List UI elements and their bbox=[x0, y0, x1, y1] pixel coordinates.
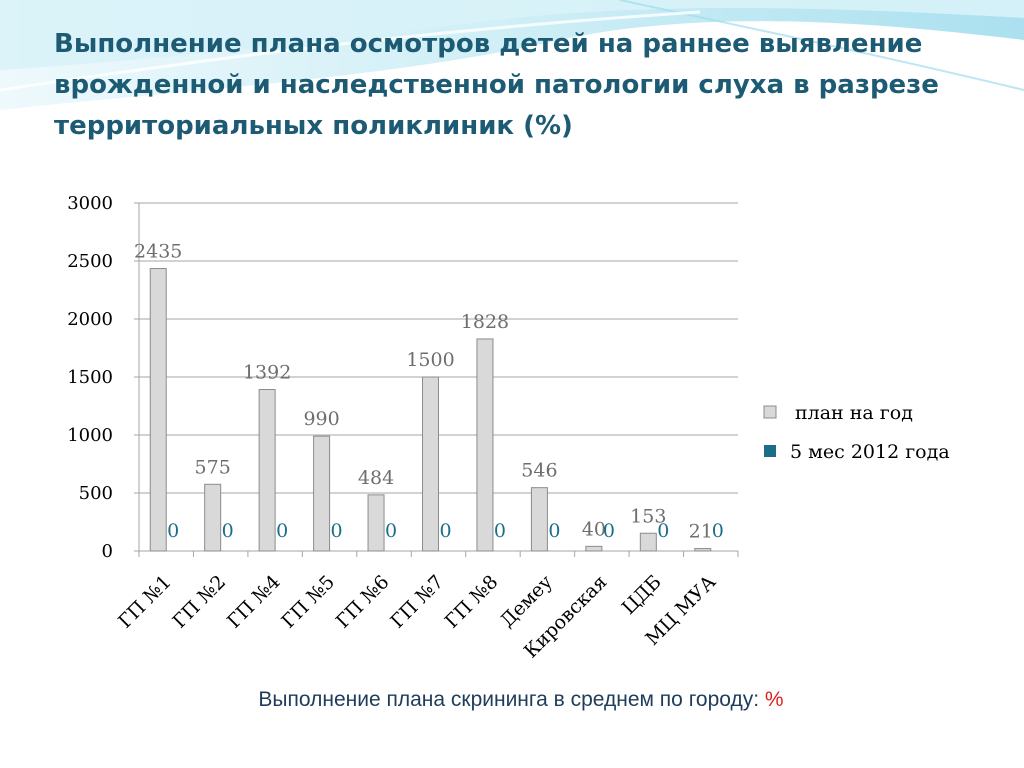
data-label-5-mes: 0 bbox=[548, 520, 560, 542]
x-category-label: ГП №5 bbox=[277, 571, 339, 633]
x-category-label: ГП №1 bbox=[114, 571, 176, 633]
data-label-plan: 484 bbox=[358, 467, 394, 489]
bar-plan-na-god bbox=[422, 376, 439, 552]
y-tick-label: 500 bbox=[79, 483, 113, 504]
data-label-plan: 1500 bbox=[406, 349, 454, 371]
bar-plan-na-god bbox=[204, 483, 222, 552]
x-category-label: ГП №4 bbox=[223, 571, 285, 633]
x-category-label: ГП №2 bbox=[169, 571, 231, 633]
data-label-5-mes: 0 bbox=[603, 520, 615, 542]
y-tick-label: 3000 bbox=[67, 193, 113, 214]
data-label-plan: 546 bbox=[521, 460, 557, 482]
screening-summary-value: % bbox=[764, 688, 784, 711]
legend-swatch-5-mes bbox=[764, 445, 776, 457]
screening-summary-text: Выполнение плана скрининга в среднем по … bbox=[258, 688, 765, 711]
data-label-plan: 1828 bbox=[461, 311, 509, 333]
data-label-plan: 1392 bbox=[243, 362, 291, 384]
legend-swatch-plan bbox=[763, 405, 777, 419]
legend-label-plan: план на год bbox=[795, 402, 913, 424]
x-category-label: ГП №8 bbox=[441, 571, 503, 633]
legend-label-5-mes: 5 мес 2012 года bbox=[790, 441, 950, 463]
data-label-plan: 990 bbox=[303, 408, 339, 430]
data-label-5-mes: 0 bbox=[657, 520, 669, 542]
x-category-label: ГП №6 bbox=[332, 571, 394, 633]
header-wave-decoration bbox=[0, 0, 1024, 110]
data-label-5-mes: 0 bbox=[331, 520, 343, 542]
bar-plan-na-god bbox=[313, 435, 331, 552]
data-label-plan: 575 bbox=[195, 456, 231, 478]
data-label-5-mes: 0 bbox=[167, 520, 179, 542]
bar-plan-na-god bbox=[585, 545, 603, 552]
y-tick-label: 1500 bbox=[67, 367, 113, 388]
bar-plan-na-god bbox=[639, 532, 657, 552]
data-label-plan: 40 bbox=[582, 518, 606, 540]
x-category-label: ЦДБ bbox=[618, 571, 666, 619]
data-label-5-mes: 0 bbox=[712, 520, 724, 542]
y-tick-label: 1000 bbox=[67, 425, 113, 446]
data-label-5-mes: 0 bbox=[494, 520, 506, 542]
data-label-5-mes: 0 bbox=[385, 520, 397, 542]
y-tick-label: 2500 bbox=[67, 251, 113, 272]
y-tick-label: 2000 bbox=[67, 309, 113, 330]
data-label-plan: 2435 bbox=[134, 241, 182, 263]
slide-title: Выполнение плана осмотров детей на ранне… bbox=[54, 29, 939, 141]
data-label-plan: 153 bbox=[630, 505, 666, 527]
bar-plan-na-god bbox=[694, 548, 712, 552]
screening-summary: Выполнение плана скрининга в среднем по … bbox=[0, 688, 1024, 712]
data-label-5-mes: 0 bbox=[439, 520, 451, 542]
bar-plan-na-god bbox=[258, 389, 276, 552]
data-label-5-mes: 0 bbox=[276, 520, 288, 542]
x-category-label: ГП №7 bbox=[386, 571, 448, 633]
bar-plan-na-god bbox=[149, 268, 167, 552]
bar-plan-na-god bbox=[530, 487, 548, 552]
bar-plan-na-god bbox=[367, 494, 385, 552]
y-tick-label: 0 bbox=[102, 541, 113, 562]
data-label-5-mes: 0 bbox=[222, 520, 234, 542]
bar-plan-na-god bbox=[476, 338, 494, 552]
data-label-plan: 21 bbox=[689, 521, 713, 543]
